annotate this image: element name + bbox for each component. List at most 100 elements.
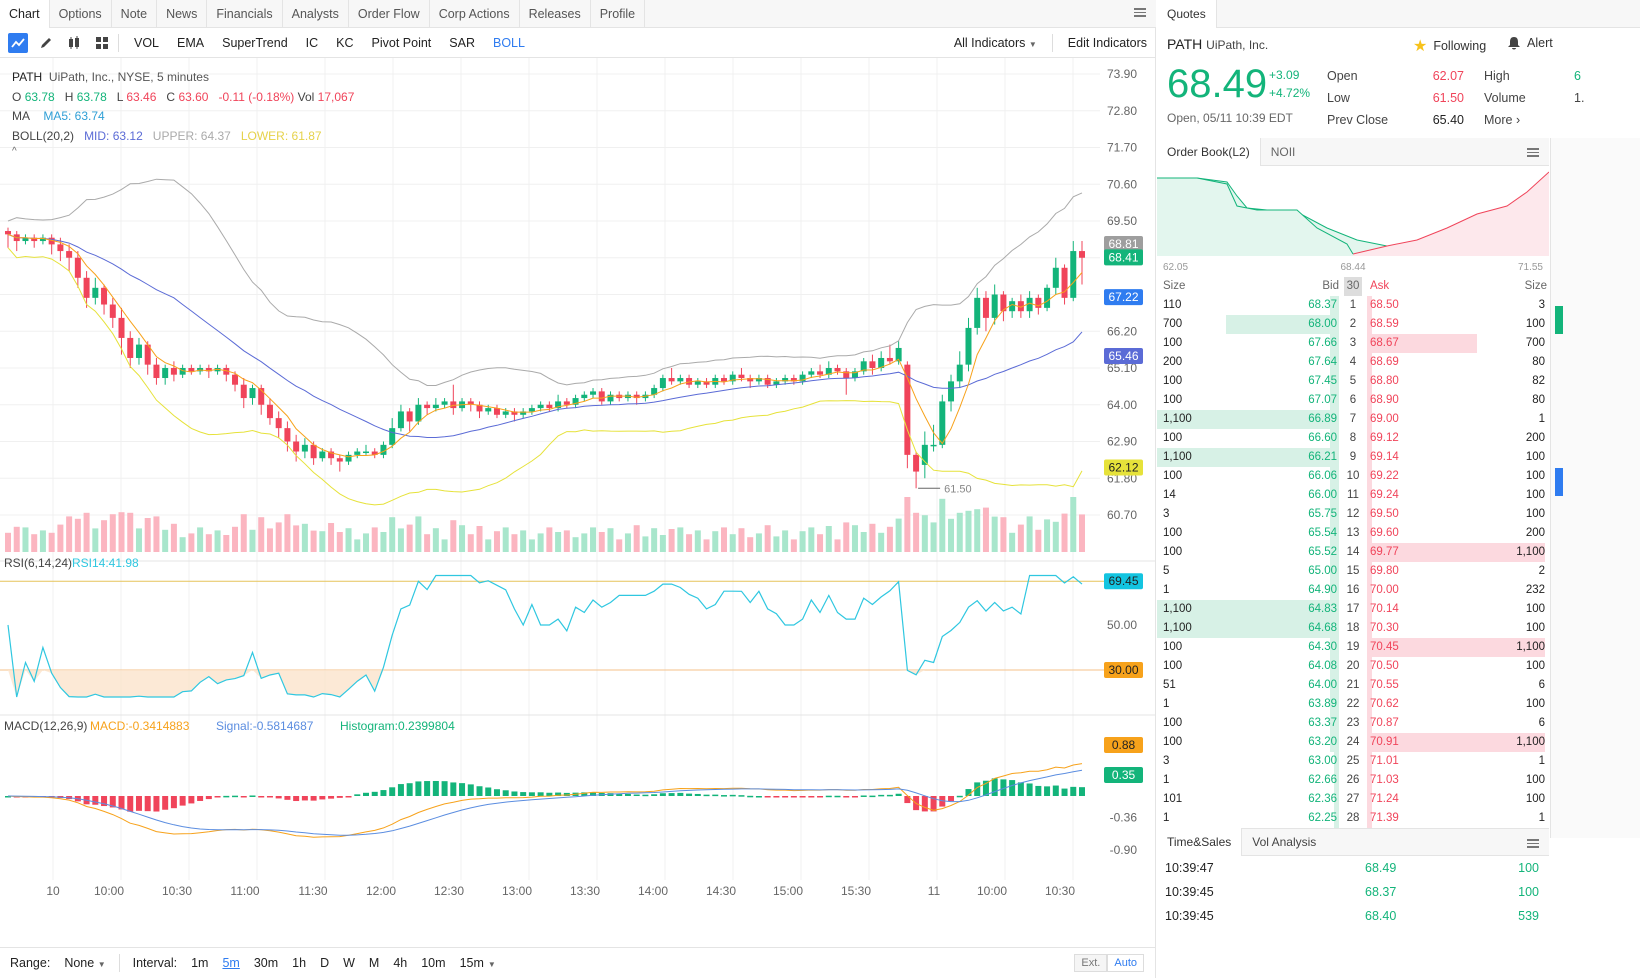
orderbook-row[interactable]: 1 62.25 28 71.39 1 (1157, 809, 1547, 828)
interval-D[interactable]: D (320, 956, 330, 970)
tab-order-book[interactable]: Order Book(L2) (1157, 137, 1261, 166)
ask-size: 1,100 (1516, 546, 1545, 558)
candlestick-icon[interactable] (64, 33, 84, 53)
auto-scale-toggle[interactable]: Auto (1107, 954, 1144, 972)
volume-bar (450, 520, 457, 552)
orderbook-row[interactable]: 100 67.07 6 68.90 80 (1157, 391, 1547, 410)
range-dropdown[interactable]: None ▼ (57, 956, 112, 970)
follow-button[interactable]: ★ Following (1413, 36, 1486, 56)
tab-time-sales[interactable]: Time&Sales (1157, 828, 1243, 856)
orderbook-row[interactable]: 1,100 64.83 17 70.14 100 (1157, 600, 1547, 619)
orderbook-row[interactable]: 100 65.54 13 69.60 200 (1157, 524, 1547, 543)
indicator-sar[interactable]: SAR (449, 35, 475, 50)
tab-noii[interactable]: NOII (1270, 144, 1296, 159)
candle (301, 444, 308, 452)
orderbook-row[interactable]: 3 65.75 12 69.50 100 (1157, 505, 1547, 524)
orderbook-row[interactable]: 1,100 66.89 7 69.00 1 (1157, 410, 1547, 429)
interval-10m[interactable]: 10m (421, 956, 446, 970)
ask-size: 80 (1532, 356, 1545, 368)
price-chart[interactable]: 73.9072.8071.7070.6069.5068.4067.3066.20… (0, 58, 1156, 947)
orderbook-row[interactable]: 100 64.30 19 70.45 1,100 (1157, 638, 1547, 657)
side-submit-button[interactable] (1555, 468, 1563, 496)
orderbook-row[interactable]: 5 65.00 15 69.80 2 (1157, 562, 1547, 581)
orderbook-row[interactable]: 100 65.52 14 69.77 1,100 (1157, 543, 1547, 562)
indicator-vol[interactable]: VOL (134, 35, 160, 50)
orderbook-row[interactable]: 200 67.64 4 68.69 80 (1157, 353, 1547, 372)
bid-depth-bar (1334, 771, 1339, 790)
timesales-menu-icon[interactable] (1527, 837, 1539, 849)
volume-bar (572, 537, 579, 552)
orderbook-row[interactable]: 100 66.60 8 69.12 200 (1157, 429, 1547, 448)
tab-order-flow[interactable]: Order Flow (349, 0, 430, 28)
line-chart-icon[interactable] (8, 32, 28, 53)
orderbook-row[interactable]: 100 67.66 3 68.67 700 (1157, 334, 1547, 353)
orderbook-row[interactable]: 100 67.45 5 68.80 82 (1157, 372, 1547, 391)
tab-note[interactable]: Note (112, 0, 158, 28)
ext-hours-toggle[interactable]: Ext. (1074, 954, 1108, 972)
tab-news[interactable]: News (157, 0, 208, 28)
indicator-boll[interactable]: BOLL (493, 35, 525, 50)
orderbook-row[interactable]: 100 64.08 20 70.50 100 (1157, 657, 1547, 676)
volume-bar (511, 534, 518, 552)
side-buy-button[interactable] (1555, 306, 1563, 334)
indicator-kc[interactable]: KC (336, 35, 354, 50)
macd-hist-bar (817, 796, 824, 798)
interval-15m[interactable]: 15m ▼ (459, 956, 496, 970)
alert-button[interactable]: Alert (1507, 36, 1553, 50)
orderbook-row[interactable]: 1 62.66 26 71.03 100 (1157, 771, 1547, 790)
tab-financials[interactable]: Financials (207, 0, 283, 28)
orderbook-row[interactable]: 14 66.00 11 69.24 100 (1157, 486, 1547, 505)
orderbook-row[interactable]: 101 62.36 27 71.24 100 (1157, 790, 1547, 809)
collapse-legend-icon[interactable]: ^ (12, 146, 17, 157)
level-number: 2 (1349, 318, 1357, 330)
orderbook-row[interactable]: 100 63.20 24 70.91 1,100 (1157, 733, 1547, 752)
orderbook-row[interactable]: 110 68.37 1 68.50 3 (1157, 296, 1547, 315)
interval-30m[interactable]: 30m (253, 956, 279, 970)
all-indicators-dropdown[interactable]: All Indicators ▼ (945, 36, 1046, 50)
tab-quotes[interactable]: Quotes (1157, 0, 1217, 28)
volume-bar (266, 528, 273, 552)
indicator-ema[interactable]: EMA (177, 35, 205, 50)
tab-profile[interactable]: Profile (591, 0, 646, 28)
candle (275, 418, 282, 429)
quote-company-name: UiPath, Inc. (1206, 38, 1269, 52)
macd-axis-label: -0.36 (1110, 811, 1138, 825)
orderbook-row[interactable]: 51 64.00 21 70.55 6 (1157, 676, 1547, 695)
candle (965, 327, 972, 365)
tab-analysts[interactable]: Analysts (283, 0, 349, 28)
level-number: 16 (1346, 584, 1360, 596)
tab-chart[interactable]: Chart (0, 0, 50, 28)
orderbook-row[interactable]: 3 63.00 25 71.01 1 (1157, 752, 1547, 771)
orderbook-row[interactable]: 100 63.37 23 70.87 6 (1157, 714, 1547, 733)
more-link[interactable]: More › (1484, 113, 1521, 127)
orderbook-row[interactable]: 1,100 64.68 18 70.30 100 (1157, 619, 1547, 638)
macd-hist-bar (179, 796, 186, 806)
orderbook-menu-icon[interactable] (1527, 146, 1539, 158)
tab-options[interactable]: Options (50, 0, 112, 28)
interval-1m[interactable]: 1m (191, 956, 209, 970)
orderbook-row[interactable]: 1 63.89 22 70.62 100 (1157, 695, 1547, 714)
tab-corp-actions[interactable]: Corp Actions (430, 0, 520, 28)
draw-pencil-icon[interactable] (36, 33, 56, 53)
ask-depth-bar (1367, 771, 1372, 790)
depth-level-selector[interactable]: 30 (1344, 277, 1362, 296)
tab-vol-analysis[interactable]: Vol Analysis (1252, 835, 1317, 849)
indicator-pivot-point[interactable]: Pivot Point (371, 35, 432, 50)
edit-indicators-button[interactable]: Edit Indicators (1067, 36, 1147, 50)
interval-1h[interactable]: 1h (292, 956, 307, 970)
orderbook-row[interactable]: 1 64.90 16 70.00 232 (1157, 581, 1547, 600)
interval-5m[interactable]: 5m (222, 956, 240, 970)
tab-releases[interactable]: Releases (520, 0, 591, 28)
bid-price: 64.68 (1308, 622, 1337, 634)
indicator-ic[interactable]: IC (305, 35, 319, 50)
chart-menu-icon[interactable] (1134, 6, 1146, 18)
layout-grid-icon[interactable] (92, 33, 112, 53)
indicator-supertrend[interactable]: SuperTrend (222, 35, 288, 50)
macd-hist-bar (851, 796, 858, 798)
interval-M[interactable]: M (368, 956, 380, 970)
orderbook-row[interactable]: 1,100 66.21 9 69.14 100 (1157, 448, 1547, 467)
interval-4h[interactable]: 4h (393, 956, 408, 970)
interval-W[interactable]: W (343, 956, 355, 970)
orderbook-row[interactable]: 700 68.00 2 68.59 100 (1157, 315, 1547, 334)
orderbook-row[interactable]: 100 66.06 10 69.22 100 (1157, 467, 1547, 486)
